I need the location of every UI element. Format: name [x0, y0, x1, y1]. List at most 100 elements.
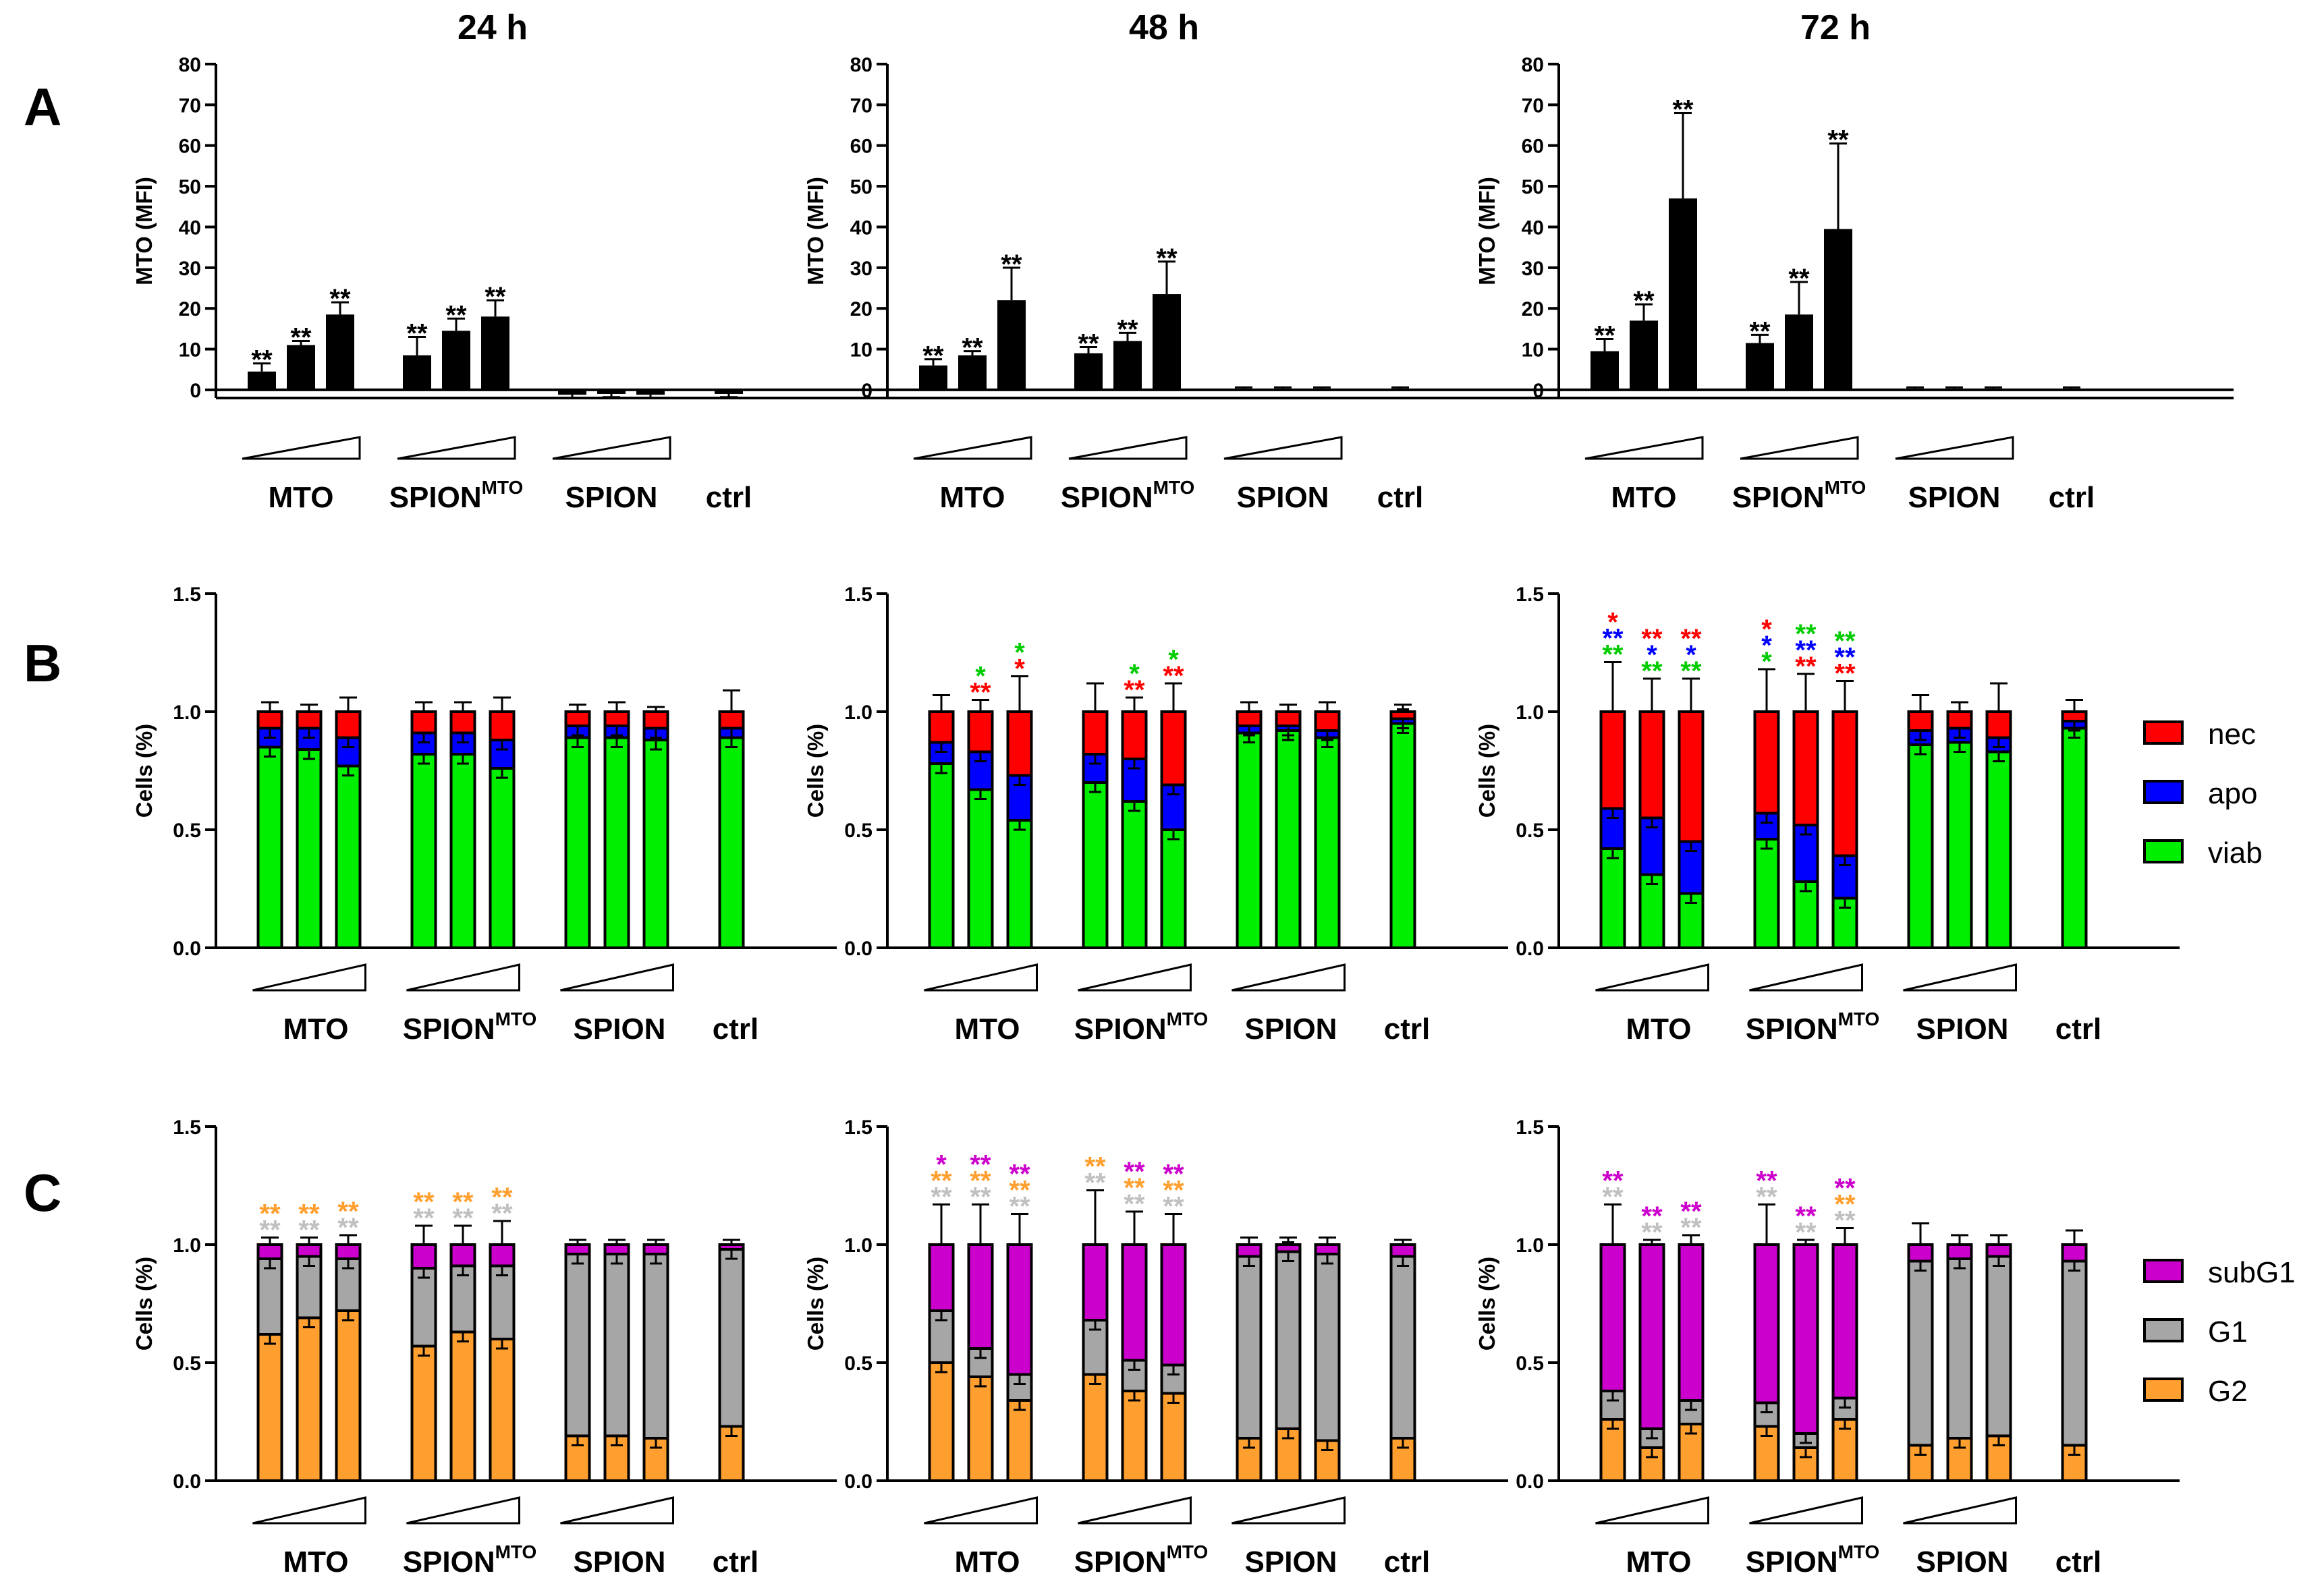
significance-star: ** — [1641, 1201, 1663, 1231]
bar-segment-subg1 — [1275, 1243, 1302, 1253]
bar-segment-subg1 — [1753, 1243, 1780, 1404]
bar-segment-nec — [564, 710, 591, 727]
significance-star: ** — [1795, 1218, 1817, 1247]
group-label: SPIONMTO — [1746, 1541, 1880, 1579]
bar-segment-g2 — [410, 1344, 437, 1482]
bar — [1229, 389, 1258, 391]
group-label: SPION — [1237, 481, 1329, 514]
group-label: ctrl — [2055, 1545, 2101, 1579]
bar-segment-nec — [449, 710, 476, 735]
significance-star: ** — [413, 1187, 435, 1217]
significance-star: ** — [1834, 1190, 1856, 1220]
bar-segment-g2 — [1082, 1373, 1109, 1482]
significance-star: ** — [1795, 635, 1817, 665]
bar-segment-g2 — [1831, 1418, 1858, 1482]
bar — [326, 314, 354, 390]
y-tick-label: 1.5 — [173, 1116, 201, 1139]
concentration-wedge — [924, 1496, 1038, 1525]
concentration-wedge — [1223, 436, 1343, 460]
y-tick-label: 80 — [179, 54, 201, 76]
bar-segment-nec — [2061, 710, 2088, 722]
y-axis-label: Cells (%) — [803, 1257, 828, 1351]
legend-swatch-g1 — [2143, 1318, 2184, 1342]
bar-segment-viab — [1907, 743, 1934, 949]
bar-segment-subg1 — [1678, 1243, 1705, 1402]
significance-star: * — [1761, 631, 1772, 660]
y-tick-label: 60 — [1522, 136, 1544, 158]
bar-segment-g1 — [489, 1264, 516, 1340]
significance-star: ** — [1001, 250, 1022, 279]
legend-label: G2 — [2208, 1375, 2248, 1408]
concentration-wedge — [1903, 1496, 2017, 1525]
y-tick-label: 1.0 — [844, 1234, 873, 1257]
significance-star: ** — [1827, 125, 1849, 155]
legend-swatch-nec — [2143, 720, 2184, 745]
bar — [919, 365, 947, 390]
bar-segment-g1 — [642, 1253, 669, 1440]
bar-segment-g1 — [1831, 1396, 1858, 1421]
group-label: MTO — [283, 1545, 349, 1579]
y-tick-label: 50 — [1522, 176, 1544, 198]
bar-segment-nec — [489, 710, 516, 741]
significance-star: ** — [1163, 661, 1184, 691]
bar-segment-subg1 — [1599, 1243, 1626, 1392]
bar — [1669, 198, 1697, 390]
panel-label-b: B — [24, 633, 61, 693]
y-tick-label: 0.5 — [844, 1353, 873, 1375]
concentration-wedge — [1749, 1496, 1863, 1525]
group-label: MTO — [955, 1013, 1020, 1046]
significance-star: ** — [1749, 316, 1771, 346]
bar — [1590, 351, 1619, 390]
y-tick-label: 0 — [190, 380, 201, 402]
bar-segment-g1 — [603, 1253, 630, 1438]
bar-segment-viab — [564, 736, 591, 949]
legend-c: subG1 G1 G2 — [2143, 1256, 2296, 1408]
group-label: SPIONMTO — [389, 477, 524, 514]
group-label: SPION — [1916, 1545, 2009, 1579]
bar-segment-viab — [410, 753, 437, 949]
y-tick-label: 0.5 — [844, 820, 873, 842]
significance-star: * — [1647, 640, 1657, 670]
bar-segment-nec — [296, 710, 323, 730]
bar-segment-viab — [1006, 819, 1033, 949]
chart-a-1: 0 10 20 30 40 50 60 70 80 MTO (MFI) ** ** ** ** ** ** MT… — [132, 54, 891, 514]
concentration-wedge — [406, 963, 520, 992]
significance-star: * — [936, 1150, 947, 1180]
group-label: SPIONMTO — [1746, 1009, 1880, 1046]
y-tick-label: 10 — [1522, 339, 1544, 362]
concentration-wedge — [552, 436, 671, 460]
bar-segment-viab — [1792, 880, 1819, 949]
panel-label-a: A — [24, 77, 61, 136]
significance-star: ** — [1834, 1174, 1856, 1203]
y-tick-label: 0.5 — [173, 820, 201, 842]
bar-segment-subg1 — [1121, 1243, 1148, 1362]
significance-star: ** — [1124, 1157, 1145, 1187]
group-label: SPION — [565, 481, 658, 514]
group-label: SPION — [1245, 1013, 1337, 1046]
bar-segment-viab — [1275, 729, 1302, 949]
bar — [636, 389, 665, 395]
bar — [1630, 320, 1658, 390]
significance-star: ** — [1156, 244, 1178, 273]
bar-segment-nec — [603, 710, 630, 727]
bar-segment-subg1 — [967, 1243, 994, 1350]
y-axis-label: Cells (%) — [132, 724, 157, 818]
bar-segment-g1 — [1275, 1250, 1302, 1430]
group-label-sup: MTO — [1838, 1541, 1880, 1562]
y-axis-label: Cells (%) — [132, 1257, 157, 1351]
bar-segment-g1 — [410, 1267, 437, 1348]
group-label: SPIONMTO — [1732, 477, 1866, 514]
bar-segment-nec — [1006, 710, 1033, 777]
y-tick-label: 20 — [850, 298, 873, 320]
group-label: SPIONMTO — [403, 1541, 537, 1579]
significance-star: ** — [1009, 1176, 1030, 1205]
significance-star: ** — [1602, 1183, 1624, 1212]
y-tick-label: 0.5 — [1516, 820, 1544, 842]
group-label: SPION — [1916, 1013, 2009, 1046]
bar — [1113, 341, 1142, 390]
bar-segment-nec — [256, 710, 283, 730]
bar-segment-nec — [1792, 710, 1819, 826]
group-label-sup: MTO — [1153, 477, 1195, 498]
bar-segment-nec — [1599, 710, 1626, 810]
